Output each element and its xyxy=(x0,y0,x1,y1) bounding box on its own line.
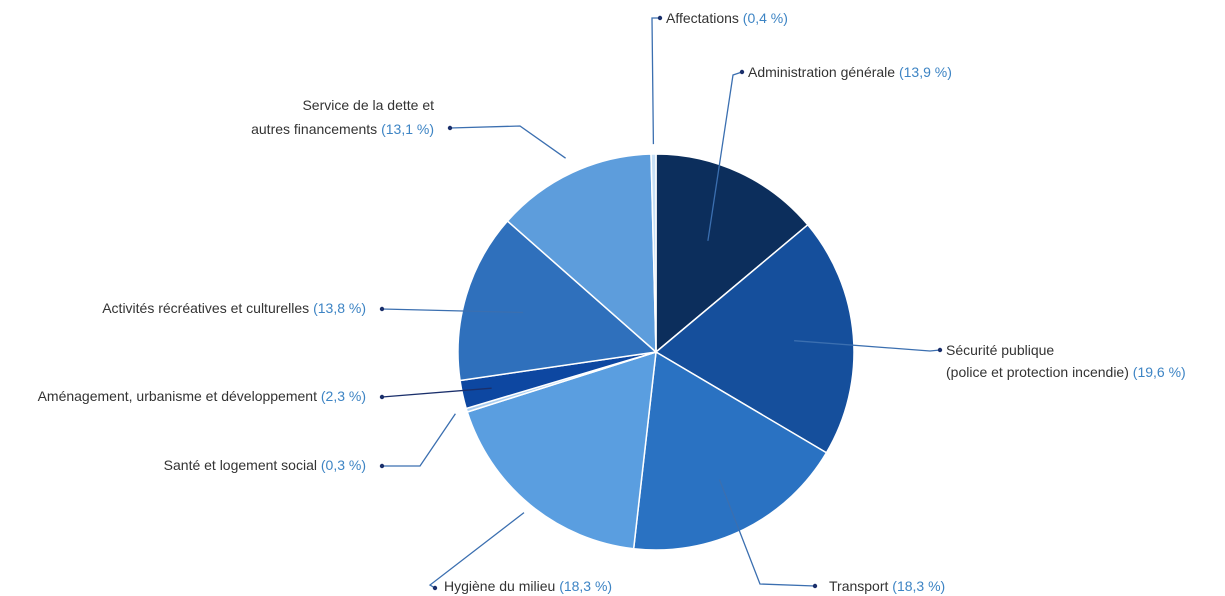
slice-affectations xyxy=(650,153,657,353)
label-administration-generale-name: Administration générale xyxy=(748,64,895,80)
leader-dot-sante-logement xyxy=(379,463,385,469)
label-service-dette-line2-row: autres financements (13,1 %) xyxy=(251,121,434,137)
slice-administration-generale xyxy=(655,153,809,354)
label-hygiene-milieu: Hygiène du milieu (18,3 %) xyxy=(444,578,612,594)
label-sante-logement-name: Santé et logement social xyxy=(164,457,317,473)
label-transport-name: Transport xyxy=(829,578,889,594)
leader-dot-administration-generale xyxy=(739,69,745,75)
leader-dot-affectations xyxy=(657,15,663,21)
leader-line-service-dette xyxy=(449,125,566,159)
label-administration-generale: Administration générale (13,9 %) xyxy=(748,64,952,80)
leader-dot-hygiene-milieu xyxy=(432,585,438,591)
leader-line-administration-generale xyxy=(707,71,743,241)
label-service-dette-line1: Service de la dette et xyxy=(302,97,434,113)
leader-dot-amenagement xyxy=(379,394,385,400)
label-affectations: Affectations (0,4 %) xyxy=(666,10,788,26)
label-hygiene-milieu-percent: (18,3 %) xyxy=(559,578,612,594)
leader-line-transport xyxy=(718,479,816,587)
label-sante-logement: Santé et logement social (0,3 %) xyxy=(164,457,366,473)
leader-line-securite-publique xyxy=(794,340,941,352)
pie-slices xyxy=(457,153,855,551)
leader-line-sante-logement xyxy=(382,413,456,467)
label-service-dette: Service de la dette et xyxy=(302,97,434,113)
slice-hygiene-milieu xyxy=(466,350,657,550)
label-affectations-name: Affectations xyxy=(666,10,739,26)
label-hygiene-milieu-name: Hygiène du milieu xyxy=(444,578,555,594)
label-sante-logement-percent: (0,3 %) xyxy=(321,457,366,473)
label-amenagement-name: Aménagement, urbanisme et développement xyxy=(38,388,318,404)
slice-transport xyxy=(632,350,828,551)
label-activites-recreatives: Activités récréatives et culturelles (13… xyxy=(102,300,366,316)
leader-line-amenagement xyxy=(381,387,492,398)
leader-line-activites-recreatives xyxy=(381,308,524,314)
label-activites-recreatives-percent: (13,8 %) xyxy=(313,300,366,316)
label-activites-recreatives-name: Activités récréatives et culturelles xyxy=(102,300,309,316)
leader-line-hygiene-milieu xyxy=(428,512,525,589)
label-securite-publique-line1: Sécurité publique xyxy=(946,342,1054,358)
leader-dot-securite-publique xyxy=(937,347,943,353)
slice-securite-publique xyxy=(654,223,855,454)
leader-dot-service-dette xyxy=(447,125,453,131)
label-transport: Transport (18,3 %) xyxy=(829,578,945,594)
slice-activites-recreatives xyxy=(457,220,658,382)
label-affectations-percent: (0,4 %) xyxy=(743,10,788,26)
leader-dot-activites-recreatives xyxy=(379,306,385,312)
leader-line-affectations xyxy=(651,17,660,145)
label-administration-generale-percent: (13,9 %) xyxy=(899,64,952,80)
label-transport-percent: (18,3 %) xyxy=(892,578,945,594)
label-securite-publique-line2: (police et protection incendie) xyxy=(946,364,1129,380)
leader-dot-transport xyxy=(812,583,818,589)
slice-service-dette xyxy=(506,153,657,354)
label-service-dette-line2: autres financements xyxy=(251,121,377,137)
label-securite-publique-percent: (19,6 %) xyxy=(1133,364,1186,380)
label-securite-publique-line2-row: (police et protection incendie) (19,6 %) xyxy=(946,364,1186,380)
label-amenagement: Aménagement, urbanisme et développement … xyxy=(38,388,366,404)
label-securite-publique: Sécurité publique xyxy=(946,342,1054,358)
label-service-dette-percent: (13,1 %) xyxy=(381,121,434,137)
label-amenagement-percent: (2,3 %) xyxy=(321,388,366,404)
leader-lines xyxy=(379,15,943,591)
